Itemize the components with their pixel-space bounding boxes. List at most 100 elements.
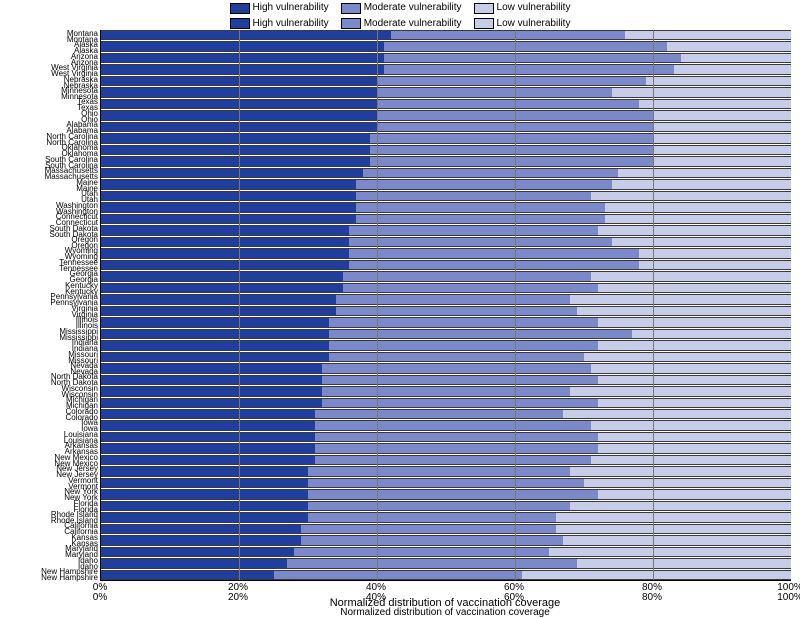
- bar-segment-high: [101, 352, 329, 362]
- bar-segment-low: [563, 535, 791, 545]
- bar-segment-moderate: [274, 570, 522, 580]
- bar-segment-high: [101, 64, 384, 74]
- bar-segment-low: [639, 248, 791, 258]
- bar-row: [101, 465, 791, 476]
- bar-segment-high: [101, 386, 322, 396]
- bar-row: [101, 488, 791, 499]
- bar-segment-moderate: [301, 524, 556, 534]
- bar-segment-moderate: [301, 535, 563, 545]
- bar-row: [101, 155, 791, 166]
- x-tick-label-dup: 80%: [642, 592, 662, 603]
- legend-item: Low vulnerability: [474, 18, 571, 30]
- legend-label: High vulnerability: [253, 18, 329, 30]
- bar-segment-moderate: [315, 432, 598, 442]
- bar-segment-high: [101, 168, 363, 178]
- bar-segment-low: [556, 524, 791, 534]
- bar-segment-low: [653, 156, 791, 166]
- bar-segment-moderate: [315, 409, 563, 419]
- bar-segment-high: [101, 179, 356, 189]
- bar-segment-moderate: [377, 87, 612, 97]
- bar-segment-moderate: [329, 317, 598, 327]
- bar-segment-high: [101, 501, 308, 511]
- bar-segment-high: [101, 443, 315, 453]
- bar-segment-moderate: [336, 294, 571, 304]
- bar-row: [101, 132, 791, 143]
- bar-segment-high: [101, 248, 349, 258]
- bar-row: [101, 213, 791, 224]
- bar-row: [101, 190, 791, 201]
- bar-segment-moderate: [356, 191, 591, 201]
- bar-segment-moderate: [377, 99, 639, 109]
- bar-segment-high: [101, 30, 391, 40]
- bar-row: [101, 293, 791, 304]
- bar-segment-moderate: [349, 248, 639, 258]
- bar-segment-low: [681, 53, 791, 63]
- x-tick-label-dup: 100%: [777, 592, 800, 603]
- bar-segment-high: [101, 41, 384, 51]
- bar-row: [101, 270, 791, 281]
- bar-segment-low: [591, 363, 791, 373]
- bar-segment-moderate: [329, 352, 584, 362]
- bar-segment-moderate: [356, 214, 604, 224]
- bar-segment-high: [101, 271, 343, 281]
- bar-segment-high: [101, 398, 322, 408]
- x-tick-label-dup: 20%: [228, 592, 248, 603]
- bar-row: [101, 98, 791, 109]
- bar-row: [101, 500, 791, 511]
- bar-segment-low: [598, 283, 791, 293]
- bar-segment-low: [639, 99, 791, 109]
- bar-segment-high: [101, 237, 349, 247]
- bar-segment-moderate: [370, 156, 653, 166]
- bar-segment-low: [556, 512, 791, 522]
- bar-row: [101, 305, 791, 316]
- bar-row: [101, 109, 791, 120]
- bar-segment-moderate: [370, 133, 653, 143]
- bar-segment-moderate: [349, 237, 611, 247]
- bar-segment-low: [570, 386, 791, 396]
- bar-segment-high: [101, 340, 329, 350]
- bar-row: [101, 259, 791, 270]
- y-axis-label-dup: New Hampshire: [41, 574, 98, 582]
- legend-item: Low vulnerability: [474, 2, 571, 14]
- legend: High vulnerabilityModerate vulnerability…: [0, 2, 800, 33]
- legend-swatch: [474, 18, 494, 29]
- bar-segment-high: [101, 317, 329, 327]
- legend-item: High vulnerability: [230, 18, 329, 30]
- bar-segment-high: [101, 225, 349, 235]
- bar-segment-high: [101, 478, 308, 488]
- bar-segment-high: [101, 375, 322, 385]
- bar-segment-moderate: [343, 271, 591, 281]
- bar-segment-high: [101, 512, 308, 522]
- bar-segment-high: [101, 409, 315, 419]
- bar-segment-moderate: [322, 375, 598, 385]
- grid-line: [377, 30, 378, 580]
- bar-segment-moderate: [315, 455, 591, 465]
- bar-segment-high: [101, 466, 308, 476]
- bar-row: [101, 339, 791, 350]
- bar-segment-moderate: [384, 53, 681, 63]
- bar-row: [101, 442, 791, 453]
- legend-swatch: [341, 18, 361, 29]
- bar-segment-low: [612, 179, 791, 189]
- legend-swatch: [230, 3, 250, 14]
- bar-segment-moderate: [356, 179, 611, 189]
- bar-row: [101, 419, 791, 430]
- bar-segment-high: [101, 432, 315, 442]
- bar-segment-high: [101, 558, 287, 568]
- bar-segment-moderate: [377, 76, 646, 86]
- legend-item: High vulnerability: [230, 2, 329, 14]
- bar-row: [101, 454, 791, 465]
- bar-segment-moderate: [349, 225, 597, 235]
- bar-segment-high: [101, 145, 370, 155]
- bar-segment-low: [625, 30, 791, 40]
- bar-segment-low: [584, 352, 791, 362]
- bar-segment-moderate: [356, 202, 604, 212]
- bar-row: [101, 144, 791, 155]
- bar-segment-low: [570, 501, 791, 511]
- bar-row: [101, 351, 791, 362]
- bar-segment-low: [598, 340, 791, 350]
- bar-row: [101, 362, 791, 373]
- bar-segment-high: [101, 306, 336, 316]
- bar-segment-low: [653, 110, 791, 120]
- bar-segment-low: [605, 202, 791, 212]
